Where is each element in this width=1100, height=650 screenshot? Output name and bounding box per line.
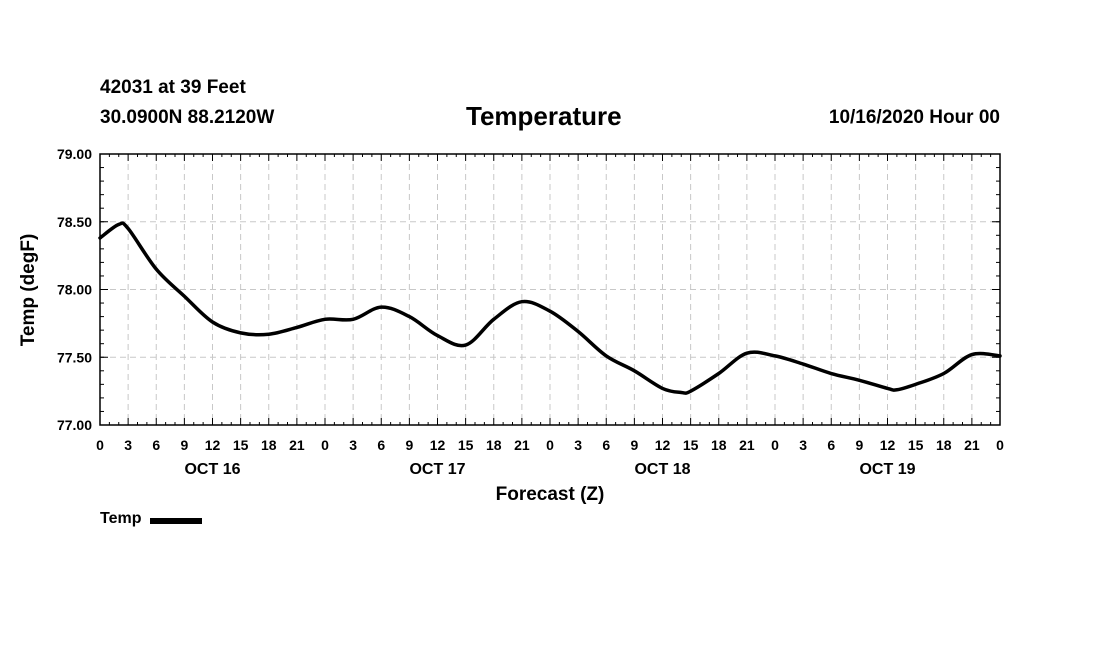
x-tick-label: 0 (771, 437, 779, 453)
temp-data-point (746, 352, 748, 354)
x-tick-label: 15 (908, 437, 924, 453)
day-label: OCT 19 (859, 461, 915, 478)
station-label: 42031 at 39 Feet (100, 77, 246, 98)
temp-data-point (118, 223, 120, 225)
x-tick-label: 6 (602, 437, 610, 453)
temp-data-point (521, 301, 523, 303)
y-tick-label: 77.00 (57, 417, 92, 433)
x-tick-label: 9 (855, 437, 863, 453)
temp-data-point (633, 370, 635, 372)
temp-data-point (971, 353, 973, 355)
temp-data-point (943, 372, 945, 374)
y-tick-label: 77.50 (57, 349, 92, 365)
x-tick-label: 21 (964, 437, 980, 453)
x-tick-label: 12 (655, 437, 671, 453)
legend-line-swatch (150, 517, 203, 524)
y-tick-label: 78.00 (57, 282, 92, 298)
day-label: OCT 16 (184, 461, 240, 478)
temp-data-point (99, 237, 101, 239)
axis-ticks (99, 153, 1001, 426)
temp-data-point (802, 363, 804, 365)
temp-data-point (352, 318, 354, 320)
y-tick-label: 78.50 (57, 214, 92, 230)
temp-data-point (549, 310, 551, 312)
y-axis-title: Temp (degF) (18, 234, 39, 347)
temp-series-line (98, 221, 1002, 395)
temp-data-point (661, 387, 663, 389)
x-tick-label: 6 (152, 437, 160, 453)
temp-data-point (408, 315, 410, 317)
x-tick-label: 0 (996, 437, 1004, 453)
x-tick-label: 3 (349, 437, 357, 453)
temp-data-point (896, 389, 898, 391)
series-layer (98, 221, 1002, 395)
x-tick-label: 15 (233, 437, 249, 453)
x-tick-label: 3 (799, 437, 807, 453)
temp-data-point (296, 326, 298, 328)
temp-data-point (155, 268, 157, 270)
temp-data-point (436, 334, 438, 336)
day-label: OCT 17 (409, 461, 465, 478)
temp-data-point (689, 390, 691, 392)
x-tick-label: 3 (574, 437, 582, 453)
legend-label: Temp (100, 510, 142, 527)
temp-data-point (999, 355, 1001, 357)
x-tick-label: 0 (546, 437, 554, 453)
x-tick-label: 18 (936, 437, 952, 453)
temp-data-point (380, 306, 382, 308)
temp-data-point (680, 391, 682, 393)
temp-data-point (858, 379, 860, 381)
x-axis-title: Forecast (Z) (496, 484, 605, 505)
x-tick-label: 18 (261, 437, 277, 453)
x-tick-label: 18 (486, 437, 502, 453)
x-tick-label: 15 (458, 437, 474, 453)
temp-data-point (886, 387, 888, 389)
x-tick-label: 21 (739, 437, 755, 453)
x-tick-label: 21 (289, 437, 305, 453)
temp-data-point (914, 383, 916, 385)
x-tick-label: 12 (205, 437, 221, 453)
y-tick-label: 79.00 (57, 146, 92, 162)
x-tick-label: 15 (683, 437, 699, 453)
x-tick-label: 18 (711, 437, 727, 453)
x-tick-label: 12 (430, 437, 446, 453)
x-tick-label: 3 (124, 437, 132, 453)
grid (100, 154, 1000, 425)
x-tick-label: 12 (880, 437, 896, 453)
temp-data-point (268, 333, 270, 335)
temp-data-point (211, 321, 213, 323)
temp-data-point (493, 318, 495, 320)
temp-data-point (464, 344, 466, 346)
chart-title: Temperature (466, 101, 622, 131)
x-tick-label: 0 (321, 437, 329, 453)
x-tick-label: 6 (377, 437, 385, 453)
temp-data-point (127, 227, 129, 229)
legend: Temp (100, 510, 203, 528)
x-tick-label: 0 (96, 437, 104, 453)
temp-data-point (718, 372, 720, 374)
x-tick-label: 6 (827, 437, 835, 453)
temp-data-point (183, 295, 185, 297)
run-time-label: 10/16/2020 Hour 00 (828, 107, 1000, 128)
temp-data-point (830, 372, 832, 374)
temp-data-point (605, 355, 607, 357)
temp-data-point (774, 355, 776, 357)
x-tick-label: 9 (180, 437, 188, 453)
temp-data-point (324, 318, 326, 320)
x-tick-label: 9 (630, 437, 638, 453)
temp-data-point (577, 330, 579, 332)
x-tick-label: 9 (405, 437, 413, 453)
axis-labels: 0 3 6 9 12 15 18 21 0 3 6 9 12 15 18 21 0 3 6 9 12 15 18 21 0 3 6 9… (57, 146, 1004, 478)
x-tick-label: 21 (514, 437, 530, 453)
coordinates-label: 30.0900N 88.2120W (100, 107, 275, 128)
day-label: OCT 18 (634, 461, 690, 478)
temp-data-point (239, 332, 241, 334)
